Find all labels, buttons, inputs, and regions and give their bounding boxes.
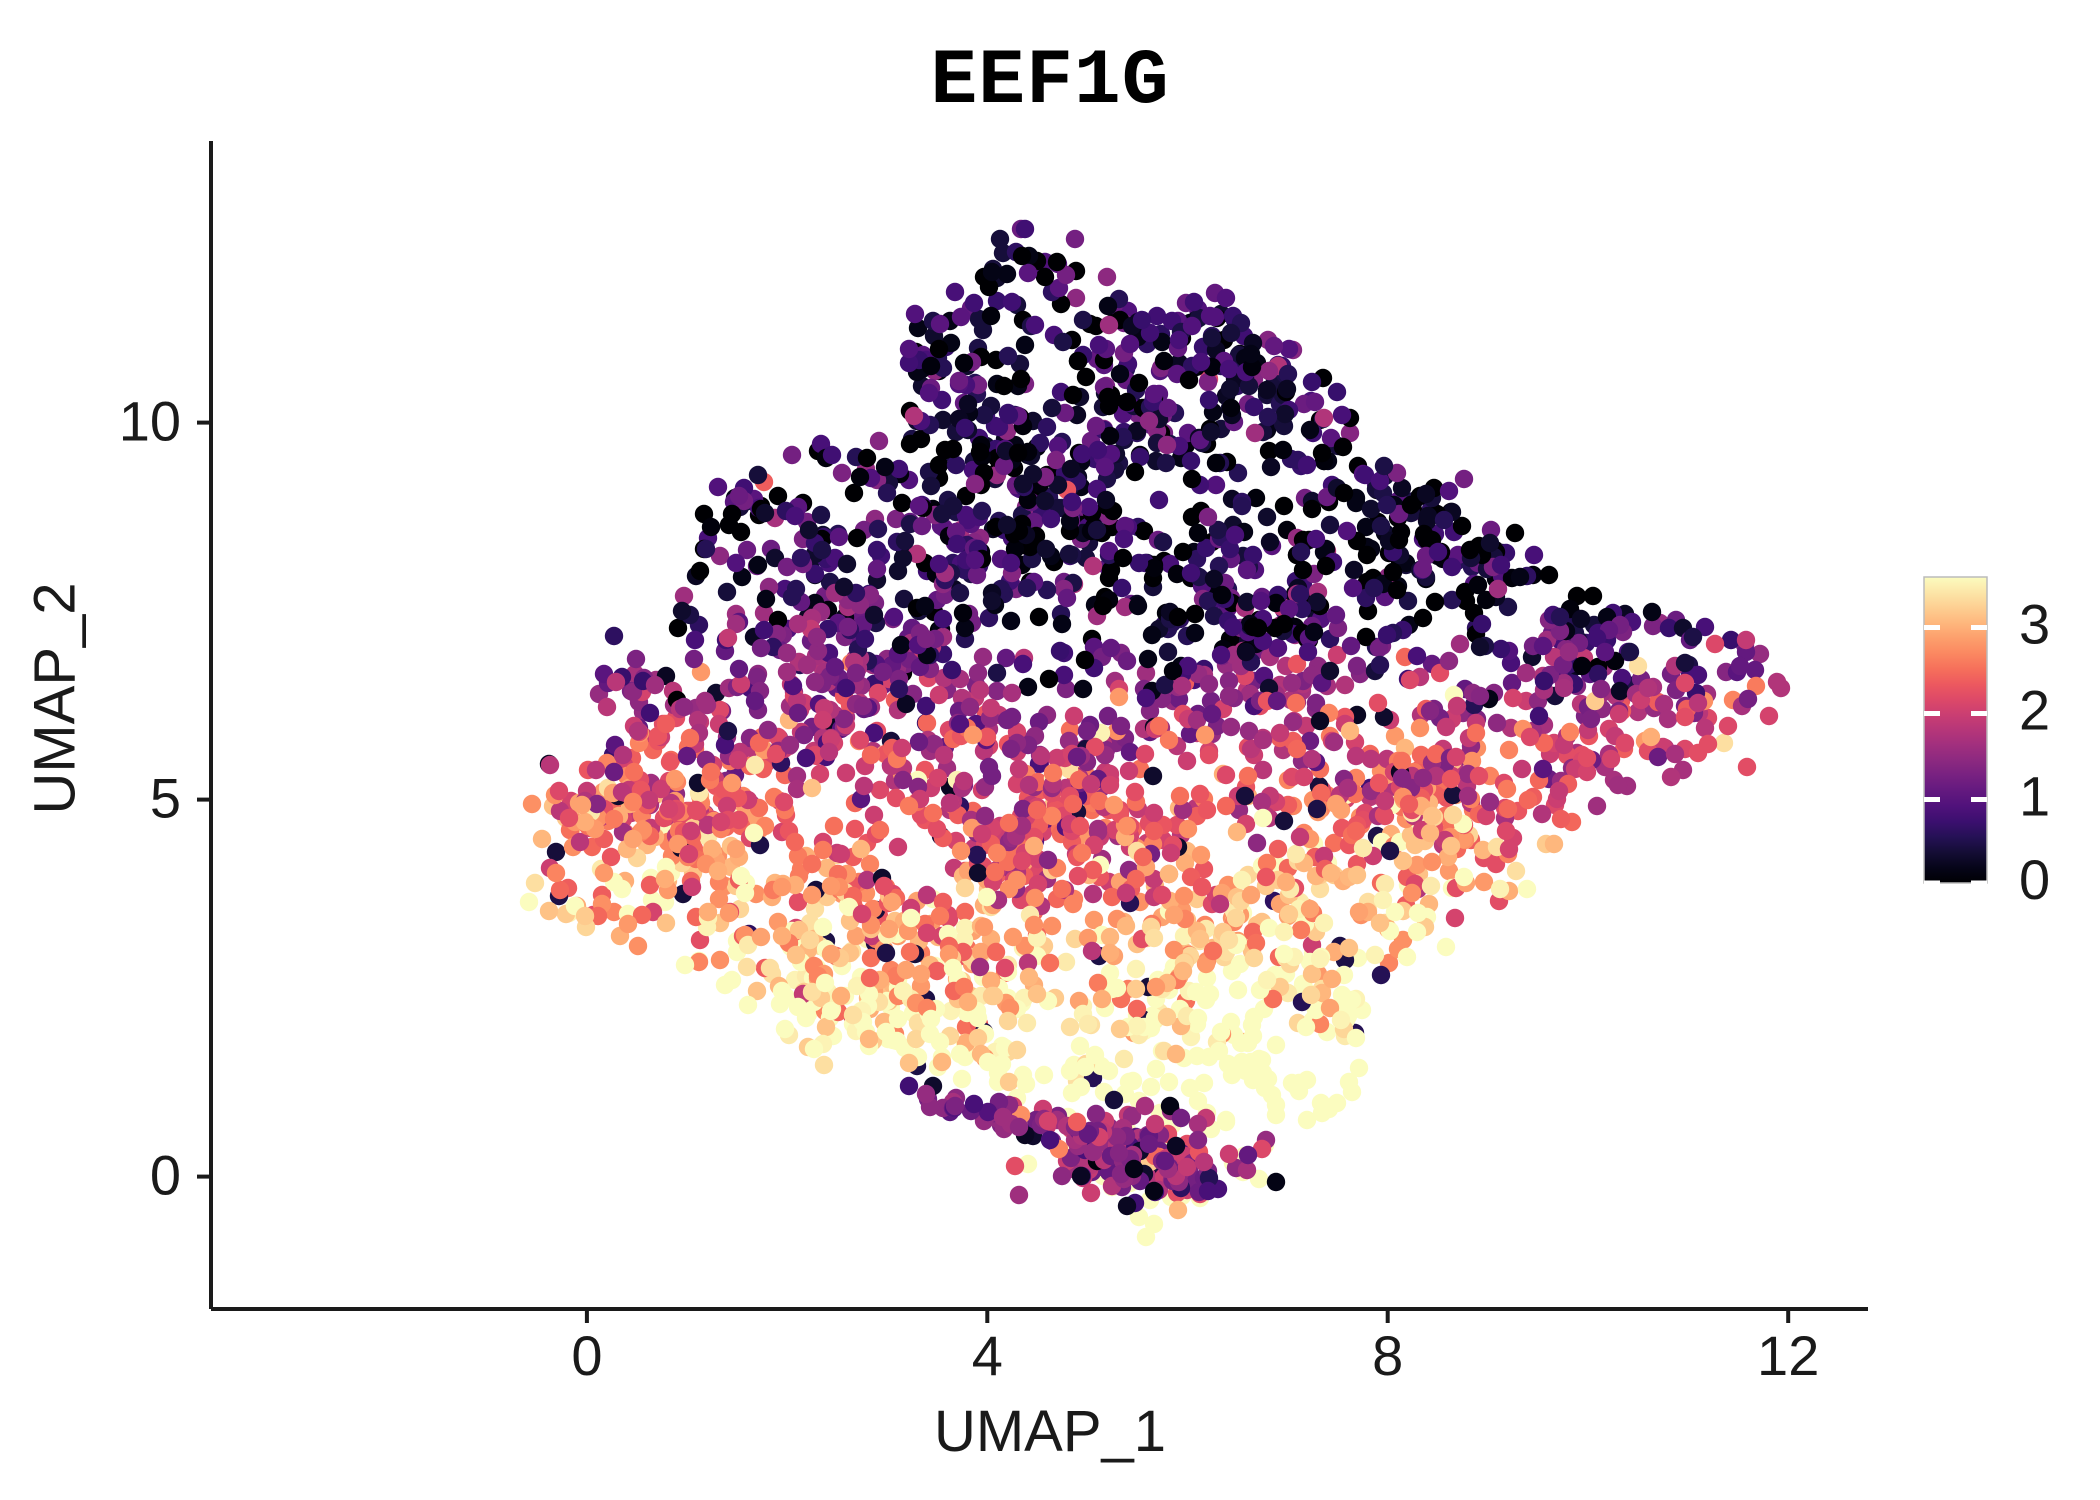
svg-text:4: 4 (972, 1324, 1003, 1387)
svg-text:1: 1 (2019, 765, 2050, 828)
svg-text:10: 10 (119, 390, 181, 453)
svg-text:0: 0 (571, 1324, 602, 1387)
svg-text:3: 3 (2019, 593, 2050, 656)
svg-text:8: 8 (1372, 1324, 1403, 1387)
svg-text:2: 2 (2019, 679, 2050, 742)
svg-text:0: 0 (150, 1144, 181, 1207)
svg-text:12: 12 (1757, 1324, 1819, 1387)
svg-text:5: 5 (150, 767, 181, 830)
svg-text:0: 0 (2019, 848, 2050, 911)
